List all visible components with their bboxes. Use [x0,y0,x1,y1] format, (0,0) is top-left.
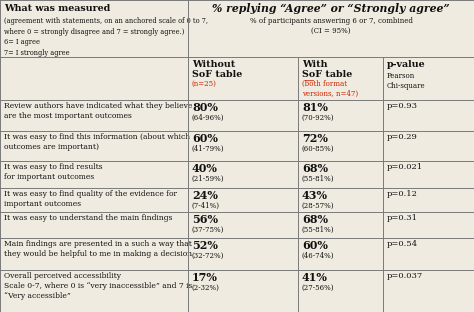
Text: 68%: 68% [302,163,328,174]
Text: 52%: 52% [192,240,218,251]
Text: p=0.54: p=0.54 [387,240,418,248]
Text: (agreement with statements, on an anchored scale of 0 to 7,
where 0 = strongly d: (agreement with statements, on an anchor… [4,17,208,57]
Text: Without
SoF table: Without SoF table [192,60,242,79]
Text: 43%: 43% [302,190,328,201]
Text: 60%: 60% [192,133,218,144]
Text: It was easy to find results
for important outcomes: It was easy to find results for importan… [4,163,103,181]
Text: It was easy to find quality of the evidence for
important outcomes: It was easy to find quality of the evide… [4,190,177,208]
Text: 17%: 17% [192,272,218,283]
Text: Overall perceived accessibility
Scale 0-7, where 0 is “very inaccessible” and 7 : Overall perceived accessibility Scale 0-… [4,272,192,300]
Text: (70-92%): (70-92%) [302,114,335,122]
Text: (both format
versions, n=47): (both format versions, n=47) [302,80,358,98]
Text: 41%: 41% [302,272,328,283]
Text: p=0.037: p=0.037 [387,272,423,280]
Text: 56%: 56% [192,214,218,225]
Text: What was measured: What was measured [4,4,110,13]
Text: (n=25): (n=25) [192,80,217,88]
Text: (55-81%): (55-81%) [302,226,335,234]
Text: (46-74%): (46-74%) [302,252,335,260]
Text: % replying “Agree” or “Strongly agree”: % replying “Agree” or “Strongly agree” [212,3,450,14]
Text: 68%: 68% [302,214,328,225]
Text: (32-72%): (32-72%) [192,252,224,260]
Text: (60-85%): (60-85%) [302,145,335,153]
Text: Main findings are presented in a such a way that
they would be helpful to me in : Main findings are presented in a such a … [4,240,192,258]
Text: 80%: 80% [192,102,218,113]
Text: (21-59%): (21-59%) [192,175,225,183]
Text: It was easy to find this information (about which
outcomes are important): It was easy to find this information (ab… [4,133,190,151]
Text: It was easy to understand the main findings: It was easy to understand the main findi… [4,214,173,222]
Text: p=0.021: p=0.021 [387,163,423,171]
Text: p=0.93: p=0.93 [387,102,418,110]
Text: 40%: 40% [192,163,218,174]
Text: Pearson
Chi-square: Pearson Chi-square [387,72,426,90]
Text: Review authors have indicated what they believe
are the most important outcomes: Review authors have indicated what they … [4,102,192,120]
Text: (7-41%): (7-41%) [192,202,220,210]
Text: With
SoF table: With SoF table [302,60,352,79]
Text: (37-75%): (37-75%) [192,226,224,234]
Text: (55-81%): (55-81%) [302,175,335,183]
Text: p=0.31: p=0.31 [387,214,418,222]
Text: 60%: 60% [302,240,328,251]
Text: p=0.12: p=0.12 [387,190,418,198]
Text: 81%: 81% [302,102,328,113]
Text: (41-79%): (41-79%) [192,145,225,153]
Text: p-value: p-value [387,60,426,69]
Text: (28-57%): (28-57%) [302,202,335,210]
Text: (2-32%): (2-32%) [192,284,220,292]
Text: % of participants answering 6 or 7, combined
(CI = 95%): % of participants answering 6 or 7, comb… [250,17,412,35]
Text: p=0.29: p=0.29 [387,133,418,141]
Text: (27-56%): (27-56%) [302,284,335,292]
Text: 72%: 72% [302,133,328,144]
Text: (64-96%): (64-96%) [192,114,225,122]
Text: 24%: 24% [192,190,218,201]
